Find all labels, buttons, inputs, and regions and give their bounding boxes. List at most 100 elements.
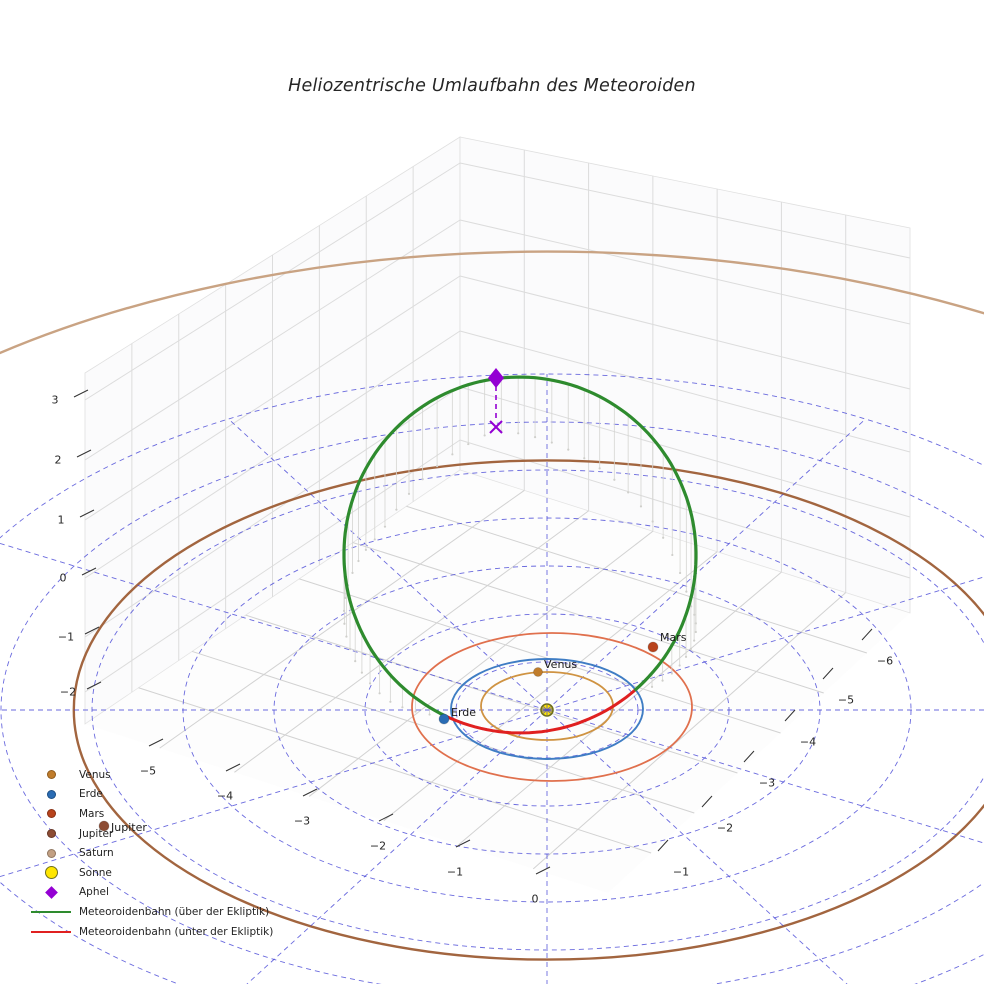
mars-orbit xyxy=(411,632,693,782)
jupiter-label: Jupiter xyxy=(110,821,147,834)
drop-stem-foot xyxy=(483,434,486,437)
aphel-x-icon xyxy=(489,420,503,434)
drop-stem-foot xyxy=(357,559,360,563)
sonne-legend-dot-icon xyxy=(44,866,58,880)
x-tick-mark xyxy=(455,839,471,848)
legend-item-label: Sonne xyxy=(79,866,112,879)
z-tick-label: −1 xyxy=(58,631,74,644)
legend-item-label: Meteoroidenbahn (über der Ekliptik) xyxy=(79,905,270,918)
y-tick-label: −3 xyxy=(759,777,775,790)
z-tick-mark xyxy=(73,389,89,398)
drop-stem-foot xyxy=(368,682,372,685)
legend-item: Saturn xyxy=(28,843,273,863)
venus-label: Venus xyxy=(544,658,577,671)
legend-item: Meteoroidenbahn (über der Ekliptik) xyxy=(28,902,273,922)
z-tick-mark xyxy=(76,449,92,458)
drop-stem-foot xyxy=(407,492,411,495)
y-tick-label: −2 xyxy=(717,822,733,835)
ecliptic-ring xyxy=(0,421,984,984)
drop-stem-foot xyxy=(342,609,346,612)
drop-stem-foot xyxy=(343,622,346,625)
legend-item: Meteoroidenbahn (unter der Ekliptik) xyxy=(28,922,273,942)
drop-stem-foot xyxy=(436,464,439,468)
earth-orbit xyxy=(450,658,644,760)
x-tick-label: 0 xyxy=(532,893,539,906)
x-tick-label: −3 xyxy=(294,815,310,828)
mars-marker xyxy=(647,641,659,653)
legend-item-label: Saturn xyxy=(79,847,114,860)
drop-stem-foot xyxy=(662,536,665,539)
x-tick-mark xyxy=(378,813,394,822)
y-tick-label: −6 xyxy=(877,655,893,668)
aphel-diamond-icon xyxy=(488,368,504,388)
floor-pane xyxy=(85,470,910,893)
drop-stem-foot xyxy=(401,706,404,709)
ecliptic-spoke xyxy=(0,542,548,711)
z-tick-label: −2 xyxy=(60,686,76,699)
x-tick-label: −5 xyxy=(140,765,156,778)
drop-stem-foot xyxy=(613,478,616,481)
z-tick-label: 3 xyxy=(52,394,59,407)
drop-stem-foot xyxy=(360,671,363,674)
drop-stem-foot xyxy=(467,442,470,446)
x-tick-mark xyxy=(148,738,164,747)
ecliptic-spoke xyxy=(546,576,984,711)
y-tick-mark xyxy=(657,839,669,852)
y-tick-mark xyxy=(743,750,755,763)
drop-stem-foot xyxy=(395,508,398,511)
legend-item-label: Jupiter xyxy=(79,827,114,840)
legend-line-icon xyxy=(31,930,71,933)
drop-stem-foot xyxy=(694,630,697,634)
legend-line-icon xyxy=(31,910,71,913)
x-tick-mark xyxy=(302,788,318,797)
y-tick-mark xyxy=(701,795,713,808)
drop-stem-foot xyxy=(451,453,454,456)
drop-stem-foot xyxy=(684,655,688,658)
drop-stem-foot xyxy=(354,660,357,663)
legend-item-label: Mars xyxy=(79,807,105,820)
y-tick-label: −1 xyxy=(673,866,689,879)
right-wall-pane xyxy=(459,136,911,614)
drop-stem-foot xyxy=(344,596,347,600)
venus-legend-dot-icon xyxy=(46,770,56,780)
drop-stem-foot xyxy=(671,553,674,557)
legend-item-label: Meteoroidenbahn (unter der Ekliptik) xyxy=(79,925,274,938)
x-tick-mark xyxy=(225,763,241,772)
jupiter-orbit xyxy=(72,459,984,961)
drop-stem-foot xyxy=(685,590,688,593)
y-tick-mark xyxy=(861,628,873,641)
erde-label: Erde xyxy=(451,706,476,719)
drop-stem-foot xyxy=(345,635,348,638)
drop-stem-foot xyxy=(378,692,381,695)
legend: Venus Erde Mars Jupiter Saturn Sonne Aphel Mete… xyxy=(28,765,273,941)
drop-stem-foot xyxy=(383,525,387,528)
drop-stem-foot xyxy=(693,639,696,642)
legend-item-label: Aphel xyxy=(79,886,109,899)
saturn-orbit xyxy=(0,250,984,355)
plot-title: Heliozentrische Umlaufbahn des Meteoroid… xyxy=(288,76,696,96)
drop-stem-foot xyxy=(428,713,431,716)
mars-legend-dot-icon xyxy=(46,809,56,819)
venus-marker xyxy=(533,667,543,677)
drop-stem-foot xyxy=(678,664,681,667)
drop-stem-foot xyxy=(661,679,664,682)
drop-stem-foot xyxy=(567,448,570,451)
drop-stem-foot xyxy=(689,647,692,650)
legend-item: Venus xyxy=(28,765,273,785)
drop-stem-foot xyxy=(583,457,586,460)
z-tick-mark xyxy=(79,509,95,518)
drop-stem-foot xyxy=(421,478,424,481)
x-tick-label: −1 xyxy=(447,866,463,879)
drop-stem-foot xyxy=(373,538,376,541)
x-tick-label: −2 xyxy=(370,840,386,853)
y-tick-label: −4 xyxy=(800,736,816,749)
drop-stem-foot xyxy=(348,647,352,651)
drop-stem-foot xyxy=(627,491,630,494)
drop-stem-foot xyxy=(670,672,673,675)
y-tick-label: −5 xyxy=(838,694,854,707)
drop-stem-foot xyxy=(598,467,601,470)
jupiter-legend-dot-icon xyxy=(46,829,56,839)
drop-stem-foot xyxy=(389,700,392,703)
